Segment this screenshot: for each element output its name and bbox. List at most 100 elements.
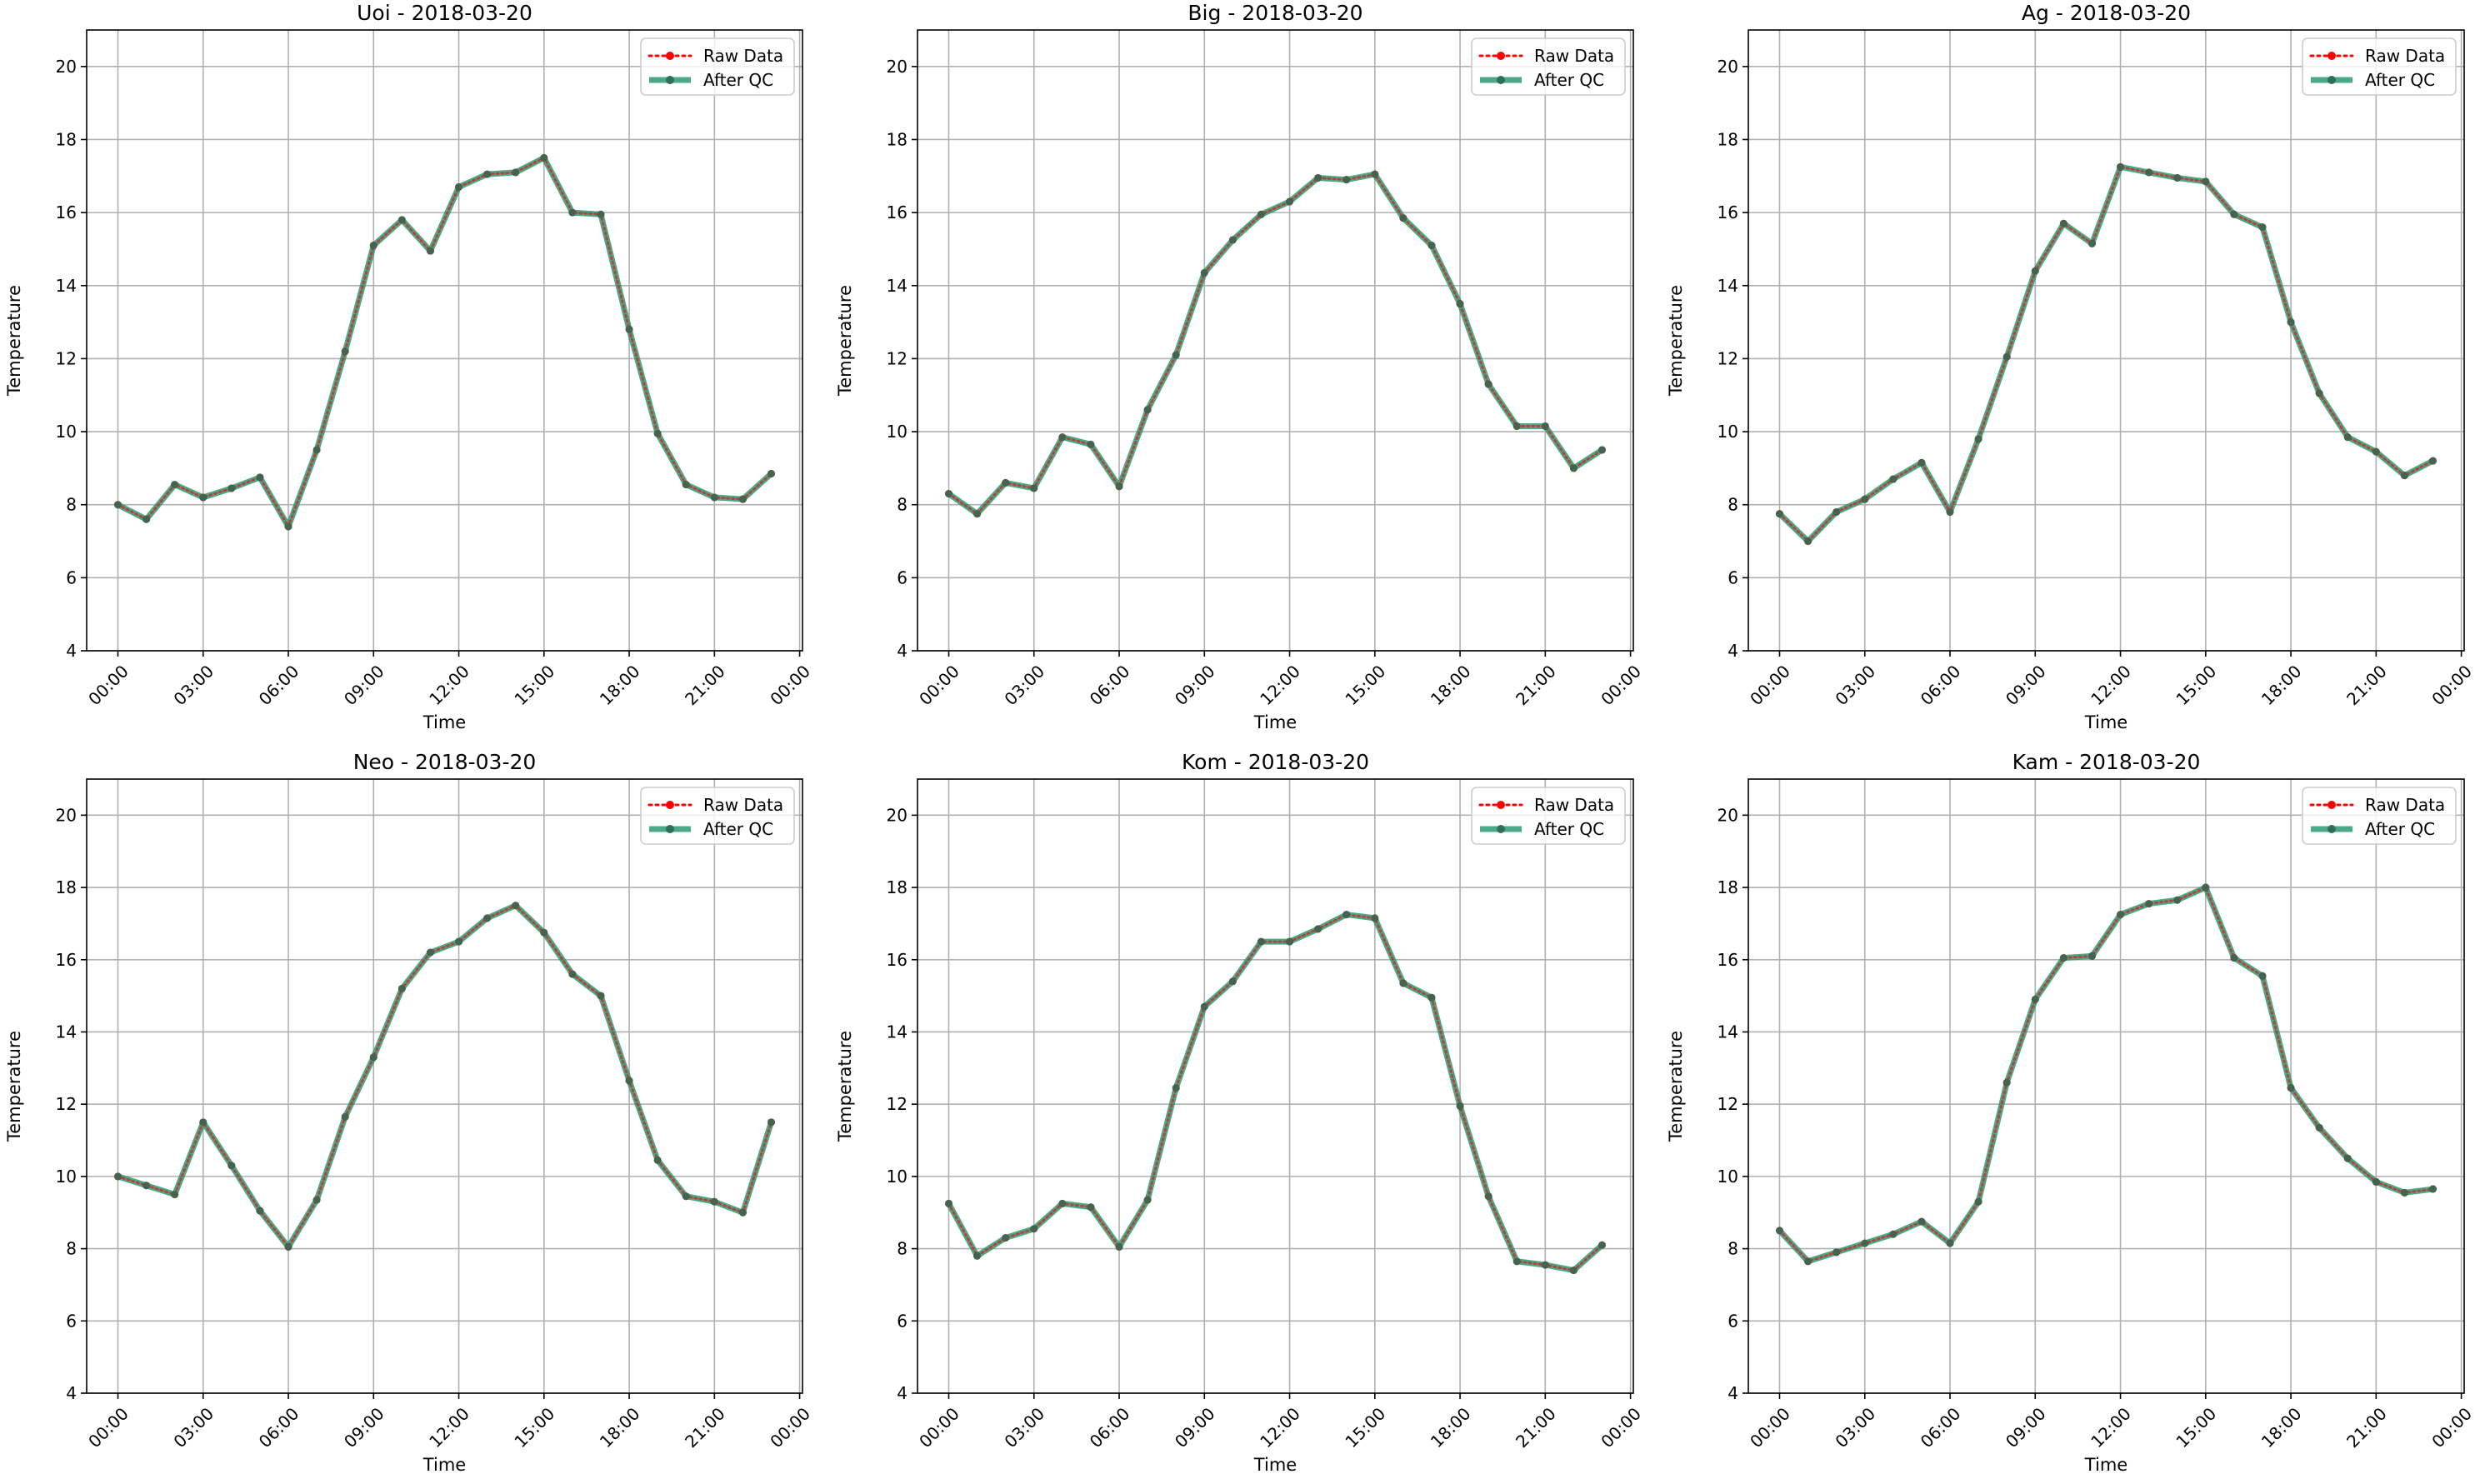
series-line-raw-data [1778,886,2435,1263]
y-tick-label: 20 [56,805,77,825]
x-tick-label: 12:00 [1256,1403,1304,1452]
data-point-after-qc [682,1192,690,1201]
y-axis-label: Temperature [4,285,24,397]
data-point-after-qc [1257,210,1265,218]
x-tick-label: 09:00 [2002,661,2050,709]
y-tick-label: 6 [66,567,77,587]
x-tick-label: 12:00 [2087,1403,2135,1452]
data-point-after-qc [597,210,605,218]
legend-marker-raw-data [1497,801,1505,809]
data-point-after-qc [1058,1199,1067,1207]
x-tick-label: 18:00 [596,661,644,709]
data-point-after-qc [1371,170,1379,178]
y-tick-label: 4 [66,641,77,661]
chart-title: Ag - 2018-03-20 [2022,1,2191,25]
y-tick-label: 4 [1728,1383,1738,1403]
chart-panel: 4 6 8 10 12 14 16 18 20 00:00 03:00 06:00 09:00 12:00… [1666,750,2476,1475]
data-point-after-qc [1598,446,1607,454]
plot-area [918,779,1633,1393]
chart-panel: 4 6 8 10 12 14 16 18 20 00:00 03:00 06:00 09:00 12:00… [1666,1,2476,732]
y-axis-label: Temperature [4,1031,24,1142]
x-tick-label: 00:00 [2428,661,2476,709]
data-point-after-qc [1428,993,1436,1002]
chart-title: Neo - 2018-03-20 [353,750,537,774]
data-point-after-qc [369,1053,378,1062]
plot-frame [1748,778,2465,1394]
data-point-after-qc [341,1112,349,1121]
data-point-after-qc [228,484,236,492]
legend-label-after-qc: After QC [703,819,773,839]
data-point-after-qc [1456,1102,1464,1110]
y-tick-label: 8 [897,495,908,515]
data-point-after-qc [1002,478,1010,487]
legend-marker-raw-data [666,801,674,809]
chart-panel: 4 6 8 10 12 14 16 18 20 00:00 03:00 06:00 09:00 12:00… [4,1,814,732]
data-point-after-qc [1314,173,1322,182]
data-point-after-qc [1918,458,1926,467]
legend-marker-raw-data [666,52,674,60]
y-tick-label: 14 [887,1022,908,1042]
y-tick-label: 8 [1728,495,1738,515]
chart-panel: 4 6 8 10 12 14 16 18 20 00:00 03:00 06:00 09:00 12:00… [4,750,814,1475]
x-axis-label: Time [2084,1455,2128,1475]
data-point-after-qc [228,1162,236,1170]
chart-panel: 4 6 8 10 12 14 16 18 20 00:00 03:00 06:00 09:00 12:00… [835,750,1645,1475]
x-axis-label: Time [422,712,466,732]
data-point-after-qc [1371,914,1379,922]
data-point-after-qc [1484,380,1492,388]
data-point-after-qc [2173,173,2182,182]
data-point-after-qc [483,170,492,178]
y-tick-label: 10 [56,1167,77,1187]
legend: Raw Data After QC [640,787,795,845]
y-tick-label: 16 [887,202,908,222]
data-point-after-qc [2287,318,2295,327]
data-point-after-qc [2202,177,2210,186]
data-point-after-qc [2002,1078,2011,1087]
x-axis-label: Time [2084,712,2128,732]
y-tick-label: 20 [887,57,908,77]
data-point-after-qc [113,1172,122,1181]
x-tick-label: 15:00 [1342,661,1390,709]
chart-panel: 4 6 8 10 12 14 16 18 20 00:00 03:00 06:00 09:00 12:00… [835,1,1645,732]
data-point-after-qc [1399,979,1408,987]
data-point-after-qc [1342,911,1351,919]
data-point-after-qc [2343,433,2352,442]
legend-marker-after-qc [2328,76,2336,84]
data-point-after-qc [1832,507,1841,516]
data-point-after-qc [1087,440,1095,448]
x-tick-label: 12:00 [1256,661,1304,709]
data-point-after-qc [341,347,349,356]
x-tick-label: 00:00 [766,1403,814,1452]
data-point-after-qc [1918,1217,1926,1226]
y-tick-label: 8 [1728,1239,1738,1259]
y-tick-label: 10 [887,422,908,442]
x-tick-label: 00:00 [84,661,132,709]
data-point-after-qc [1172,1084,1180,1092]
x-tick-label: 06:00 [1086,1403,1134,1452]
legend-marker-after-qc [1497,76,1505,84]
data-point-after-qc [398,984,406,992]
series-line-raw-data [947,172,1604,516]
x-tick-label: 09:00 [1171,661,1219,709]
x-tick-label: 18:00 [1427,1403,1475,1452]
data-point-after-qc [256,1207,264,1215]
legend-label-after-qc: After QC [703,70,773,90]
legend-label-raw-data: Raw Data [1534,795,1614,815]
data-point-after-qc [256,473,264,482]
data-point-after-qc [2429,457,2438,465]
x-tick-label: 06:00 [1086,661,1134,709]
plot-frame [86,29,803,652]
y-tick-label: 8 [897,1239,908,1259]
x-tick-label: 09:00 [340,1403,388,1452]
y-tick-label: 18 [56,129,77,149]
data-point-after-qc [1775,1227,1783,1235]
y-tick-label: 10 [1718,1167,1738,1187]
legend-marker-raw-data [2328,52,2336,60]
plot-frame [86,778,803,1394]
x-tick-label: 21:00 [2342,1403,2391,1452]
data-point-after-qc [710,493,718,502]
data-point-after-qc [1314,925,1322,933]
y-tick-label: 20 [1718,57,1738,77]
series-line-raw-data [116,156,773,530]
x-tick-label: 18:00 [2258,1403,2306,1452]
